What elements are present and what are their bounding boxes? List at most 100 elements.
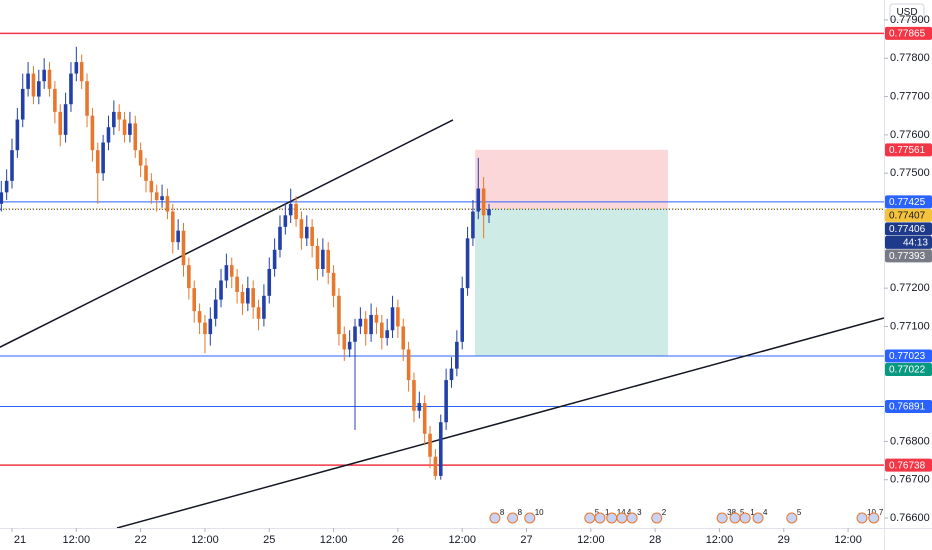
event-count: 5 [595,508,600,517]
price-label: 0.77425 [889,197,926,208]
candle-body [197,311,202,323]
event-icon [594,512,606,524]
price-label-bg [885,349,932,363]
candle-body [79,62,84,82]
candle-body [449,368,454,381]
target-zone [475,208,669,357]
candle-body [10,150,14,181]
x-tick-label: 12:00 [448,534,476,546]
y-tick-label: 0.77600 [890,129,930,141]
candle-body [465,238,470,289]
candle-body [369,314,373,335]
candle-body [487,209,491,216]
candle-body [219,280,223,300]
candle-body [267,268,272,296]
trend-line [116,317,884,528]
candle-body [256,307,261,319]
candle-body [85,81,89,116]
y-tick-label: 0.77200 [890,282,930,294]
event-count: 38 [727,508,736,517]
candle-body [20,88,25,120]
event-count: 4 [627,508,632,517]
candle-body [37,81,41,97]
candle-body [299,219,304,239]
price-label: 0.76891 [889,402,926,413]
event-icon [584,512,596,524]
candle-body [412,380,416,411]
event-count: 8 [518,508,523,517]
event-count: 1 [750,508,755,517]
event-icon [606,512,618,524]
candle-body [69,73,73,105]
y-tick-label: 0.76800 [890,435,930,447]
candle-body [337,295,341,335]
event-count: 3 [637,508,642,517]
price-label-bg [885,208,932,222]
event-count: 10 [535,508,544,517]
candle-body [0,192,4,204]
x-tick-label: 26 [392,534,404,546]
x-tick-label: 12:00 [63,534,91,546]
currency-box[interactable] [889,3,925,21]
candle-body [481,188,486,216]
candle-body [433,456,438,476]
price-label-bg [885,143,932,157]
candle-body [310,226,314,246]
candle-body [353,326,357,342]
price-label-bg [885,26,932,40]
price-label-bg [885,362,932,376]
bar-countdown: 44:13 [903,238,928,249]
candle-body [95,150,100,174]
candle-body [396,307,400,327]
candle-body [106,127,111,143]
candle-body [283,215,288,227]
x-tick-label: 12:00 [706,534,734,546]
x-tick-label: 27 [520,534,532,546]
price-label-bg [885,235,932,249]
event-icon [752,512,764,524]
x-tick-label: 25 [263,534,275,546]
x-tick-label: 12:00 [320,534,348,546]
candle-body [428,433,432,457]
price-label-bg [885,222,932,236]
candle-body [4,180,9,193]
x-tick-label: 12:00 [834,534,862,546]
trend-line [0,119,454,348]
x-tick-label: 21 [14,534,26,546]
price-label: 0.77393 [889,251,926,262]
candle-body [444,380,448,423]
candle-body [128,123,132,135]
candle-body [90,115,95,151]
price-label: 0.77406 [889,224,926,235]
candle-body [224,265,229,281]
candle-body [240,291,245,304]
price-label-bg [885,195,932,209]
currency: USD [896,7,917,18]
candle-body [208,318,213,335]
candle-body [117,111,121,120]
candle-body [187,265,191,289]
candle-body [471,211,475,239]
candle-body [246,288,250,304]
y-tick-label: 0.77700 [890,90,930,102]
event-count: 10 [867,508,876,517]
candle-body [406,349,411,381]
candle-body [304,226,309,239]
candle-body [422,403,427,434]
candle-body [122,119,127,135]
candle-body [133,123,138,151]
candle-body [417,403,422,411]
candle-body [374,314,379,323]
candle-body [288,203,293,216]
candle-body [42,69,46,82]
candle-body [235,276,239,292]
candle-body [321,249,325,269]
price-label: 0.77561 [889,145,926,156]
event-icon [507,512,519,524]
event-count: 1 [605,508,610,517]
price-label-bg [885,400,932,414]
price-label-bg [885,249,932,263]
event-icon [626,512,638,524]
